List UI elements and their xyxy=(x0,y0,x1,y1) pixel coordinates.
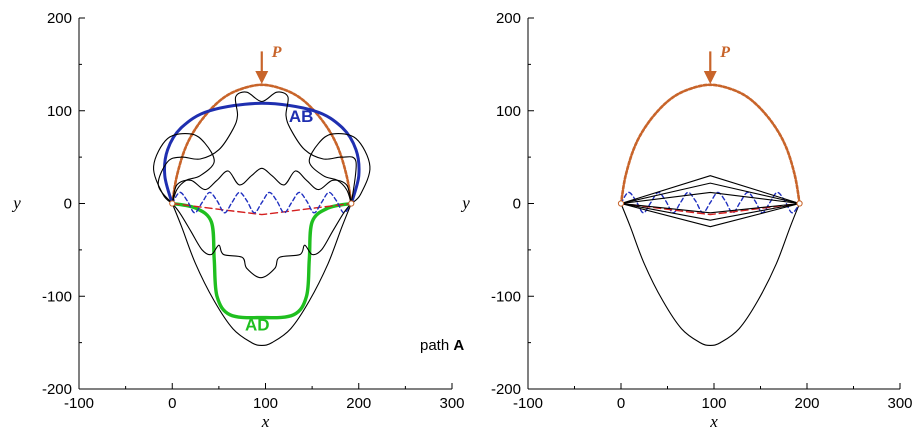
x-tick-label: -100 xyxy=(64,395,94,412)
x-tick-label: 300 xyxy=(439,395,464,412)
x-tick-label: 100 xyxy=(253,395,278,412)
series-flat xyxy=(620,202,801,216)
load-label: P xyxy=(271,44,282,61)
y-tick-label: -200 xyxy=(491,381,521,398)
support-node xyxy=(348,200,355,207)
annotation-ad: AD xyxy=(245,316,270,335)
series-flat xyxy=(171,202,352,216)
support-node xyxy=(617,200,625,207)
series-dome-inner xyxy=(171,167,352,205)
x-axis-title: x xyxy=(709,412,718,431)
x-axis-title: x xyxy=(261,412,270,431)
y-tick-label: -100 xyxy=(42,288,72,305)
series-semicircle xyxy=(171,83,353,205)
y-tick-label: 200 xyxy=(496,10,521,27)
series-inner-sag xyxy=(171,202,352,279)
path-label-id: A xyxy=(453,337,464,354)
x-tick-label: 0 xyxy=(617,395,625,412)
load-label: P xyxy=(719,44,730,61)
series-wave xyxy=(620,191,801,214)
series-AB xyxy=(163,101,361,205)
x-tick-label: 0 xyxy=(168,395,176,412)
path-label: path A xyxy=(420,337,464,354)
x-tick-label: 300 xyxy=(887,395,912,412)
y-tick-label: 200 xyxy=(47,10,72,27)
support-node xyxy=(796,200,803,207)
path-label-prefix: path xyxy=(420,337,449,354)
series-semicircle xyxy=(619,83,801,205)
series-wave xyxy=(171,191,352,214)
support-node xyxy=(169,200,176,207)
y-axis-title: y xyxy=(460,194,470,213)
y-tick-label: 100 xyxy=(47,103,72,120)
annotation-ab: AB xyxy=(289,107,314,126)
y-tick-label: -100 xyxy=(491,288,521,305)
series-dome-top xyxy=(157,91,357,205)
series-lobes-right xyxy=(308,133,371,205)
y-tick-label: 100 xyxy=(496,103,521,120)
series-lobes-left xyxy=(153,133,215,205)
series-outer-sag xyxy=(171,202,352,346)
x-tick-label: 200 xyxy=(346,395,371,412)
x-tick-label: 100 xyxy=(701,395,726,412)
x-tick-label: -100 xyxy=(513,395,543,412)
y-tick-label: -200 xyxy=(42,381,72,398)
y-tick-label: 0 xyxy=(64,196,72,213)
x-tick-label: 200 xyxy=(794,395,819,412)
y-tick-label: 0 xyxy=(513,196,521,213)
y-axis-title: y xyxy=(11,194,21,213)
series-AD xyxy=(170,201,353,320)
series-sag xyxy=(620,202,801,346)
